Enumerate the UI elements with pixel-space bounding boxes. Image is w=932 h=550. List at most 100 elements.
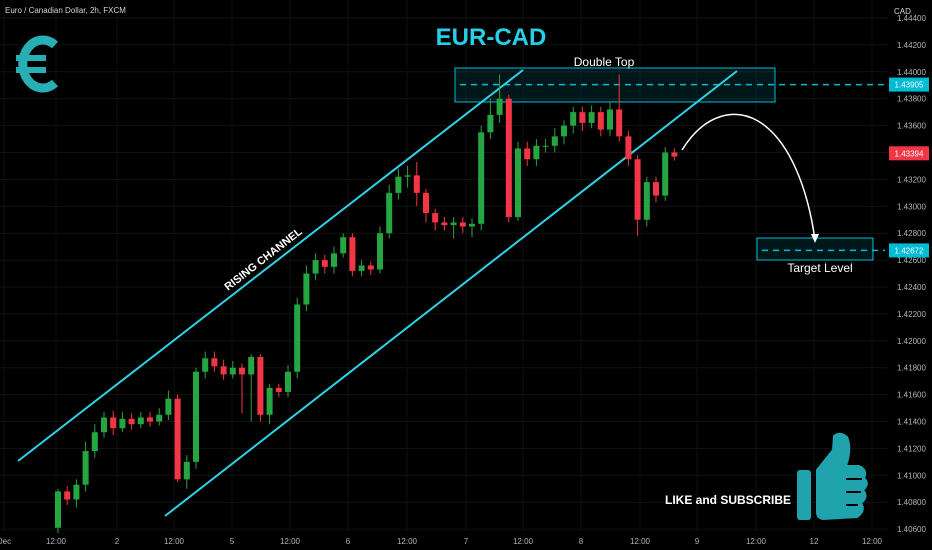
candle-body	[441, 222, 448, 226]
y-tick-label: 1.42600	[897, 256, 926, 265]
y-tick-label: 1.42000	[897, 337, 926, 346]
x-tick-label: 8	[579, 537, 584, 546]
candle-body	[423, 192, 429, 214]
y-tick-label: 1.41600	[897, 391, 926, 400]
candle-body	[248, 356, 255, 375]
currency-label: CAD	[894, 7, 911, 16]
thumbs-up-icon[interactable]	[797, 432, 868, 520]
candle-body	[432, 213, 439, 223]
candle-body	[597, 112, 604, 130]
candle-body	[285, 371, 291, 392]
candle-body	[239, 367, 245, 375]
candle-body	[156, 414, 163, 422]
y-tick-label: 1.41400	[897, 418, 926, 427]
channel-upper-line[interactable]	[17, 69, 524, 462]
x-tick-label: 12:00	[862, 537, 883, 546]
candle-body	[137, 417, 144, 425]
projection-arrow-head	[811, 234, 819, 243]
x-tick-label: 12:00	[280, 537, 301, 546]
candle-body	[561, 125, 567, 137]
candle-body	[625, 136, 632, 160]
euro-icon	[16, 35, 59, 93]
candle-body	[542, 145, 549, 147]
y-tick-label: 1.44400	[897, 14, 926, 23]
x-tick-label: 5	[230, 537, 235, 546]
candle-body	[588, 112, 595, 123]
candle-body	[312, 260, 319, 274]
symbol-info: Euro / Canadian Dollar, 2h, FXCM	[5, 6, 126, 15]
candle-body	[487, 114, 494, 133]
x-tick-label: 7	[464, 537, 469, 546]
candle-body	[193, 371, 199, 462]
candle-body	[147, 417, 153, 422]
x-tick-label: 12:00	[513, 537, 534, 546]
candle-body	[643, 182, 650, 220]
candle-body	[119, 418, 126, 429]
candle-body	[101, 417, 107, 433]
candle-body	[634, 159, 641, 220]
price-badge-label: 1.43905	[895, 81, 924, 90]
candle-body	[579, 112, 586, 123]
candle-body	[275, 387, 282, 392]
candle-body	[91, 432, 98, 452]
y-tick-label: 1.42200	[897, 310, 926, 319]
candle-body	[321, 260, 328, 267]
candle-body	[367, 265, 374, 270]
x-tick-label: 12:00	[397, 537, 418, 546]
candle-body	[505, 98, 512, 218]
candle-body	[671, 152, 678, 157]
x-tick-label: 12:00	[164, 537, 185, 546]
candle-body	[183, 461, 190, 480]
candle-body	[73, 484, 80, 500]
projection-arrow	[681, 113, 816, 241]
target-level-label: Target Level	[787, 261, 852, 275]
y-tick-label: 1.40800	[897, 498, 926, 507]
candle-body	[82, 451, 89, 485]
candle-body	[607, 109, 613, 130]
candle-body	[377, 233, 383, 270]
candle-body	[220, 366, 227, 375]
x-tick-label: 9	[695, 537, 700, 546]
y-tick-label: 1.43200	[897, 175, 926, 184]
candle-body	[358, 265, 365, 271]
chart-title: EUR-CAD	[436, 24, 547, 51]
candle-body	[211, 358, 218, 367]
time-axis[interactable]: Dec 12:00 2 12:00 5 12:00 6 12:00 7 12:00 8 12:00 9 1…	[0, 537, 883, 546]
x-tick-label: Dec	[0, 537, 11, 546]
candlestick-series	[55, 74, 678, 534]
candle-body	[174, 398, 181, 480]
candle-body	[616, 109, 623, 137]
candle-body	[653, 182, 659, 196]
candle-body	[662, 152, 669, 196]
candle-body	[128, 418, 135, 425]
x-tick-label: 6	[346, 537, 351, 546]
candle-body	[55, 491, 61, 528]
price-badge-label: 1.43394	[895, 149, 924, 158]
y-tick-label: 1.42400	[897, 283, 926, 292]
x-tick-label: 2	[115, 537, 120, 546]
y-tick-label: 1.41000	[897, 471, 926, 480]
candle-body	[533, 145, 540, 160]
price-axis[interactable]: 1.444001.442001.440001.438001.436001.434…	[889, 14, 929, 534]
price-badge	[889, 146, 929, 161]
candle-body	[524, 148, 531, 160]
candle-body	[515, 148, 521, 218]
candle-body	[469, 223, 475, 227]
candle-body	[478, 132, 485, 224]
candle-body	[165, 398, 172, 415]
x-tick-label: 12:00	[630, 537, 651, 546]
y-tick-label: 1.43000	[897, 202, 926, 211]
y-tick-label: 1.43800	[897, 95, 926, 104]
candle-body	[413, 175, 420, 193]
y-tick-label: 1.40600	[897, 525, 926, 534]
candle-body	[496, 98, 503, 115]
x-tick-label: 12:00	[746, 537, 767, 546]
candle-body	[331, 253, 337, 267]
candle-body	[202, 358, 209, 372]
candle-body	[229, 367, 236, 375]
channel-lower-line[interactable]	[164, 70, 738, 517]
candle-body	[570, 112, 577, 126]
price-badge-label: 1.42672	[895, 246, 924, 255]
candle-body	[551, 136, 558, 146]
